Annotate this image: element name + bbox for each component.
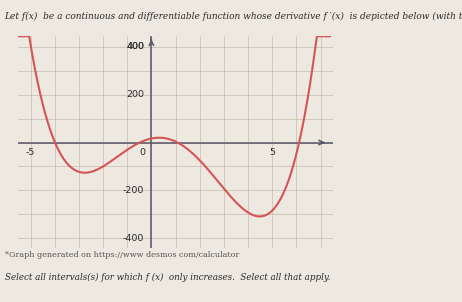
Text: 0: 0 [140,148,146,157]
Text: *Graph generated on https://www desmos com/calculator: *Graph generated on https://www desmos c… [5,251,239,259]
Text: 5: 5 [269,148,275,157]
Text: -200: -200 [123,186,144,195]
Text: -400: -400 [123,233,144,243]
Text: 200: 200 [126,90,144,99]
Text: Let f(x)  be a continuous and differentiable function whose derivative f ′(x)  i: Let f(x) be a continuous and differentia… [5,12,462,21]
Text: -5: -5 [26,148,35,157]
Text: 400: 400 [126,43,144,51]
Text: Select all intervals(s) for which f (x)  only increases.  Select all that apply.: Select all intervals(s) for which f (x) … [5,273,330,282]
Text: 400: 400 [126,43,144,51]
